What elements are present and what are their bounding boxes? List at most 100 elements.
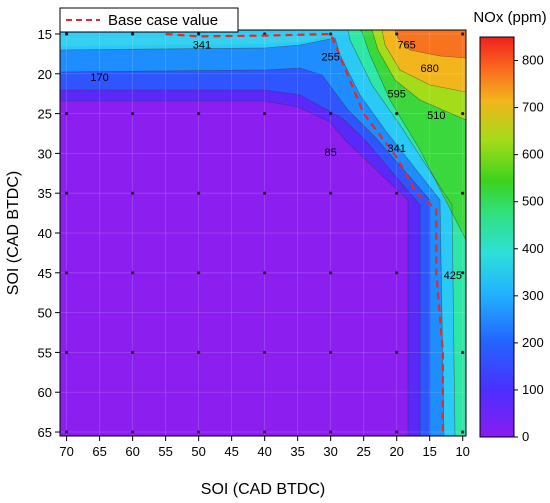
y-tick-label-2: 25	[38, 107, 52, 122]
legend: Base case value	[59, 7, 239, 33]
series-line-base-case	[165, 32, 444, 432]
x-tick-label-7: 35	[290, 444, 304, 459]
colorbar-title: NOx (ppm)	[473, 9, 546, 26]
contour-label-7: 341	[388, 143, 406, 155]
y-axis-title: SOI (CAD BTDC)	[5, 171, 22, 295]
colorbar-tick-label-5: 500	[522, 194, 544, 209]
sample-point-23	[197, 271, 201, 275]
colorbar-tick-label-1: 100	[522, 382, 544, 397]
colorbar-tick-label-6: 600	[522, 147, 544, 162]
sample-point-4	[329, 32, 333, 36]
x-tick-label-2: 60	[125, 444, 139, 459]
sample-point-2	[197, 32, 201, 36]
x-tick-label-4: 50	[191, 444, 205, 459]
x-tick-label-1: 65	[92, 444, 106, 459]
colorbar: NOx (ppm) 0 100 200 300 400 500 600 700 800	[473, 9, 546, 444]
sample-point-18	[329, 191, 333, 195]
x-tick-label-12: 10	[455, 444, 469, 459]
sample-point-14	[65, 191, 69, 195]
sample-point-21	[65, 271, 69, 275]
colorbar-tick-label-8: 800	[522, 53, 544, 68]
x-axis-title: SOI (CAD BTDC)	[201, 481, 325, 498]
y-axis-ticks: 15 20 25 30 35 40 45 50 55 60 65	[38, 27, 60, 440]
series-layer	[165, 32, 444, 432]
colorbar-tick-label-0: 0	[522, 429, 529, 444]
contour-label-9: 425	[444, 270, 462, 282]
sample-point-9	[197, 111, 201, 116]
sample-point-15	[131, 191, 135, 195]
y-tick-label-4: 35	[38, 186, 52, 201]
sample-point-34	[461, 350, 465, 355]
sample-point-1	[131, 32, 135, 36]
contour-label-1: 255	[321, 51, 339, 63]
y-tick-label-0: 15	[38, 27, 52, 42]
sample-point-26	[395, 271, 399, 275]
sample-point-24	[263, 271, 267, 275]
x-tick-label-3: 55	[158, 444, 172, 459]
colorbar-tick-label-4: 400	[522, 241, 544, 256]
legend-label-base-case: Base case value	[108, 12, 218, 29]
sample-point-10	[263, 111, 267, 116]
sample-point-20	[461, 191, 465, 195]
y-tick-label-8: 55	[38, 345, 52, 360]
y-tick-label-1: 20	[38, 67, 52, 82]
y-tick-label-3: 30	[38, 146, 52, 161]
contour-label-2: 765	[397, 39, 415, 51]
colorbar-gradient	[479, 36, 515, 438]
sample-point-39	[329, 430, 333, 434]
contour-label-4: 680	[421, 63, 439, 75]
colorbar-ticks: 0 100 200 300 400 500 600 700 800	[514, 53, 544, 444]
contour-label-5: 595	[388, 89, 406, 101]
sample-point-0	[65, 32, 69, 36]
sample-point-36	[131, 430, 135, 434]
contour-label-0: 341	[193, 39, 211, 51]
y-tick-label-7: 50	[38, 306, 52, 321]
sample-point-32	[329, 350, 333, 355]
colorbar-tick-label-7: 700	[522, 100, 544, 115]
y-tick-label-9: 60	[38, 385, 52, 400]
sample-point-16	[197, 191, 201, 195]
sample-point-13	[461, 111, 465, 116]
sample-point-11	[329, 111, 333, 116]
x-tick-label-9: 25	[356, 444, 370, 459]
contour-band-170-255	[60, 30, 466, 436]
grid-lines	[60, 30, 466, 436]
sample-point-25	[329, 271, 333, 275]
contour-label-8: 85	[325, 147, 337, 159]
sample-point-38	[263, 430, 267, 434]
y-tick-label-5: 40	[38, 226, 52, 241]
sample-point-40	[395, 430, 399, 434]
sample-point-6	[461, 32, 465, 36]
x-axis-ticks: 70 65 60 55 50 45 40 35 30 25 20 15 10	[59, 436, 470, 459]
sample-points	[65, 32, 465, 434]
sample-point-5	[395, 32, 399, 36]
sample-point-22	[131, 271, 135, 275]
x-tick-label-0: 70	[59, 444, 73, 459]
x-tick-label-8: 30	[323, 444, 337, 459]
x-tick-label-5: 45	[224, 444, 238, 459]
plot-area: 341 255 765 170 680 595 510 341 85 425	[60, 30, 466, 436]
x-tick-label-11: 15	[422, 444, 436, 459]
sample-point-19	[395, 191, 399, 195]
y-tick-label-10: 65	[38, 425, 52, 440]
contour-band-765-850	[395, 30, 466, 58]
x-tick-label-10: 20	[389, 444, 403, 459]
sample-point-27	[461, 271, 465, 275]
sample-point-35	[65, 430, 69, 434]
y-tick-label-6: 45	[38, 266, 52, 281]
sample-point-30	[197, 350, 201, 355]
sample-point-37	[197, 430, 201, 434]
contour-lines	[60, 30, 466, 436]
x-tick-label-6: 40	[257, 444, 271, 459]
contour-label-3: 170	[90, 72, 108, 84]
sample-point-7	[65, 111, 69, 116]
sample-point-31	[263, 350, 267, 355]
sample-point-41	[461, 430, 465, 434]
colorbar-tick-label-2: 200	[522, 335, 544, 350]
sample-point-29	[131, 350, 135, 355]
sample-point-17	[263, 191, 267, 195]
contour-band-top-left-light	[60, 36, 330, 46]
colorbar-tick-label-3: 300	[522, 288, 544, 303]
contour-label-6: 510	[427, 110, 445, 122]
